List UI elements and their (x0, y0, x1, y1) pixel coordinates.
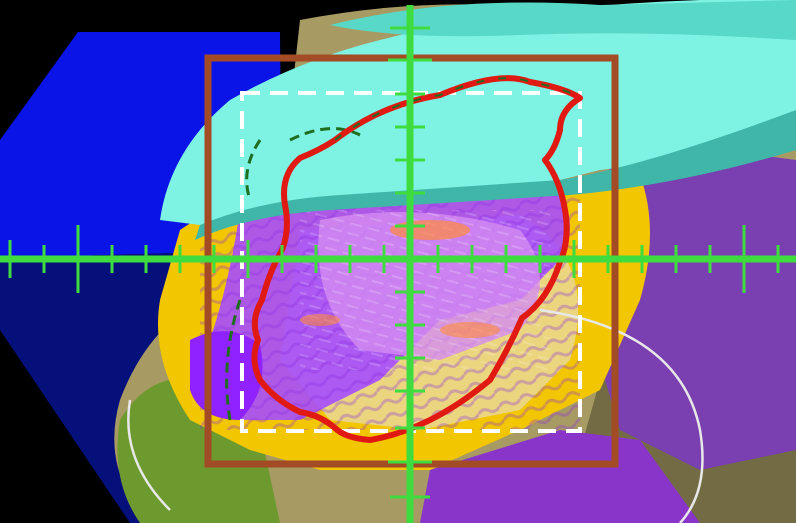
red-contour-highlight (334, 77, 581, 141)
orange-spot (390, 220, 470, 240)
cyan-top-ridge (330, 0, 796, 40)
red-tumor-contour[interactable] (251, 75, 583, 443)
white-curve (127, 308, 704, 523)
green-dashed-contour (225, 127, 361, 421)
cyan-shadow (195, 110, 796, 240)
crosshair[interactable] (0, 5, 796, 523)
crosshair-vertical-ticks (388, 26, 432, 499)
cyan-surface (160, 0, 796, 225)
crosshair-horizontal-ticks (8, 225, 780, 293)
orange-spot (300, 314, 340, 326)
purple-surface-lower (420, 430, 700, 523)
orange-spot (440, 322, 500, 338)
